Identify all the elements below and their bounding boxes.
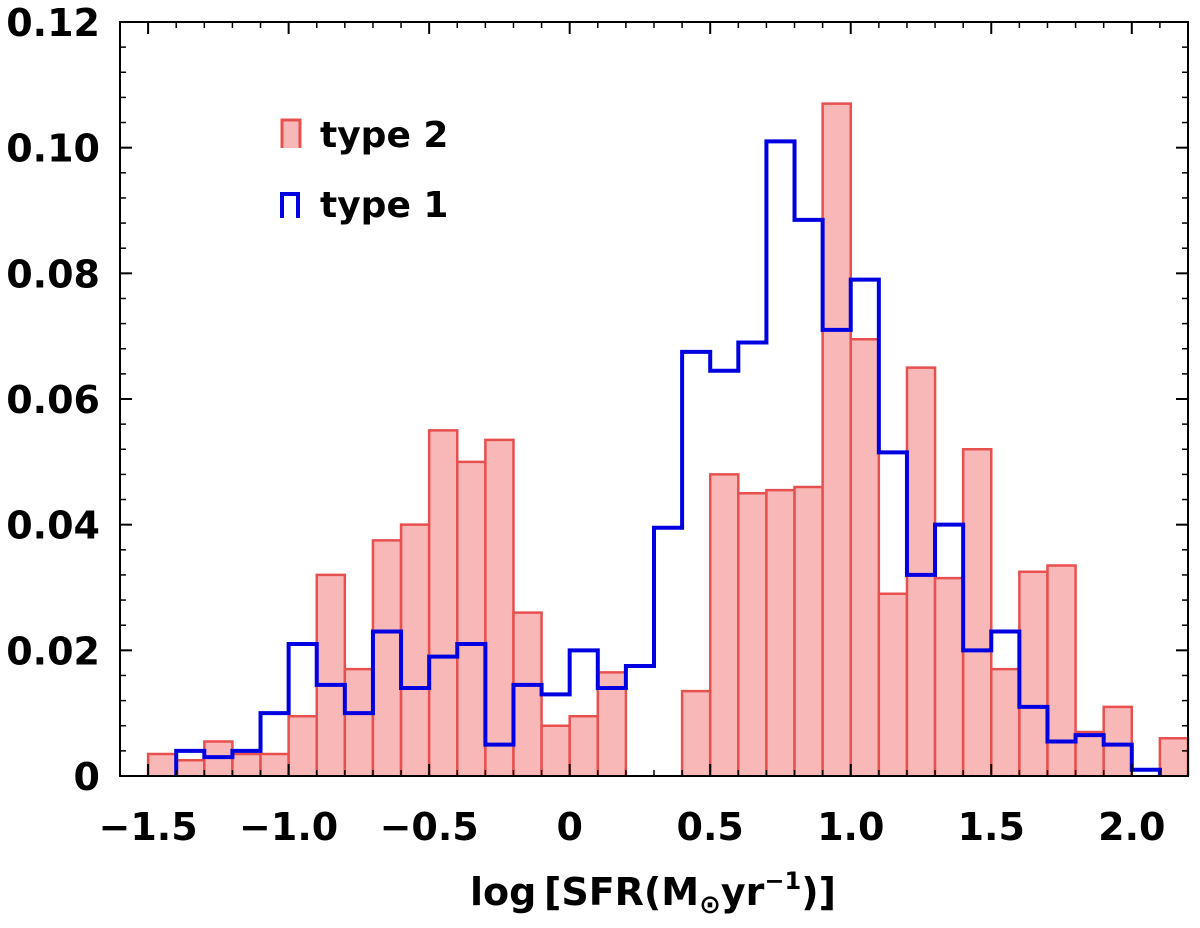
x-tick-label: −1.0 <box>239 805 338 849</box>
y-tick-label: 0.06 <box>6 378 100 422</box>
x-tick-label: −1.5 <box>99 805 198 849</box>
x-tick-label: 2.0 <box>1098 805 1165 849</box>
type-2-bar <box>850 339 880 777</box>
legend-label-type-2: type 2 <box>320 115 448 156</box>
type-2-bar <box>175 759 205 777</box>
type-2-bar <box>569 716 599 777</box>
type-2-bar <box>990 668 1020 777</box>
type-2-bar <box>962 448 992 777</box>
type-2-bar <box>400 524 430 777</box>
type-2-bar <box>934 577 964 777</box>
type-2-bar-edge <box>849 338 881 776</box>
type-2-bar <box>766 489 795 777</box>
type-2-bar <box>372 540 402 777</box>
y-tick-label: 0.02 <box>6 629 100 673</box>
legend-swatch-type-1 <box>280 192 300 218</box>
type-2-bar <box>316 574 346 777</box>
type-2-bar-edge <box>484 438 515 776</box>
x-tick-label: 0 <box>556 805 582 849</box>
type-2-bar <box>794 486 823 777</box>
legend-swatch-edge-type-2 <box>280 118 302 148</box>
type-2-bar <box>147 753 177 777</box>
type-2-bar <box>822 103 852 777</box>
y-tick-label: 0.12 <box>6 1 100 45</box>
legend-entry-type-2: type 2 <box>280 115 448 156</box>
type-2-bar <box>288 716 318 777</box>
type-2-bar <box>541 725 570 777</box>
legend-entry-type-1: type 1 <box>280 185 448 226</box>
legend: type 2 type 1 <box>280 115 448 226</box>
x-tick-label: 1.5 <box>958 805 1025 849</box>
type-2-bar <box>709 474 739 777</box>
type-2-bar <box>456 461 486 777</box>
type-2-bar <box>1047 565 1076 777</box>
type-2-bar <box>878 593 908 777</box>
type-2-bar <box>1103 706 1133 777</box>
y-axis-tick-labels: 0 0.02 0.04 0.06 0.08 0.10 0.12 <box>6 1 100 799</box>
type-2-bar <box>738 492 767 777</box>
x-tick-label: 0.5 <box>677 805 744 849</box>
type-2-bar <box>485 439 514 777</box>
y-tick-label: 0.10 <box>6 127 100 171</box>
type-2-bar <box>1019 571 1048 777</box>
legend-label-type-1: type 1 <box>320 185 448 226</box>
x-tick-label: −0.5 <box>380 805 479 849</box>
type-2-bar <box>260 753 289 777</box>
type-2-bar <box>1075 731 1104 777</box>
type-2-bar <box>232 753 261 777</box>
y-tick-label: 0.04 <box>6 504 100 548</box>
y-tick-label: 0 <box>74 755 100 799</box>
type-1-histogram <box>174 139 1162 776</box>
type-2-bar <box>681 690 711 777</box>
type-2-histogram <box>146 102 1190 777</box>
type-2-bar-edge <box>596 671 628 776</box>
type-2-bar <box>428 430 458 777</box>
x-axis-tick-labels: −1.5 −1.0 −0.5 0 0.5 1.0 1.5 2.0 <box>99 805 1166 849</box>
type-2-bar <box>906 367 936 777</box>
type-2-bar <box>344 668 374 777</box>
x-tick-label: 1.0 <box>817 805 884 849</box>
type-2-bar-edge <box>1046 564 1077 776</box>
x-axis-title: log [SFR(M⊙yr−1)] <box>470 867 836 920</box>
type-2-bar <box>513 612 542 777</box>
y-tick-label: 0.08 <box>6 252 100 296</box>
axis-ticks <box>119 21 1189 777</box>
legend-swatch-type-2 <box>282 120 300 148</box>
type-2-bar <box>1159 737 1189 777</box>
type-1-step-line <box>174 139 1162 776</box>
